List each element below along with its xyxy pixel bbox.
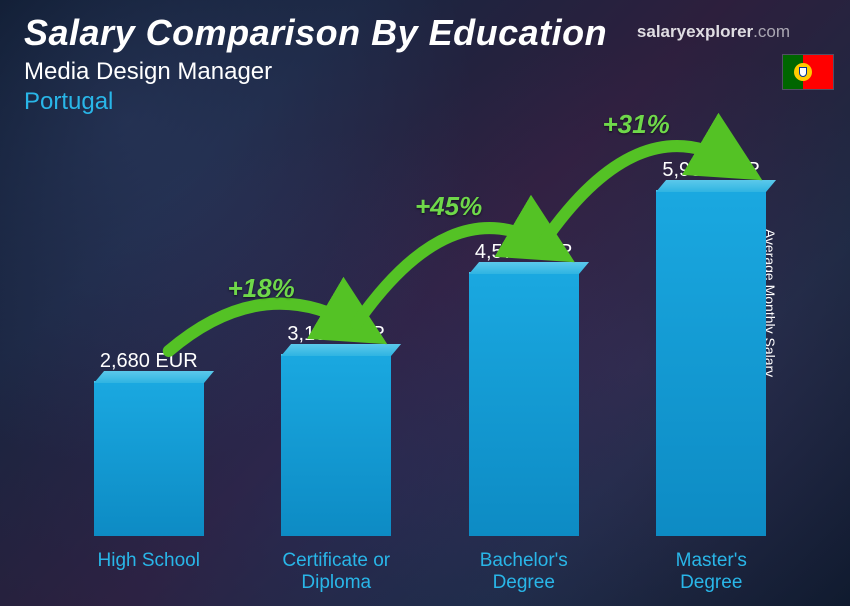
bar [469,272,579,536]
chart-location: Portugal [24,88,826,116]
bar-group: 2,680 EUR [70,350,228,536]
bar-group: 5,980 EUR [633,159,791,536]
bar [656,190,766,536]
watermark: salaryexplorer.com [637,22,790,42]
x-axis-labels: High School Certificate orDiploma Bachelor… [70,550,790,594]
increase-percent: +18% [228,273,295,304]
bar-value-label: 2,680 EUR [100,350,198,373]
category-label: Certificate orDiploma [258,550,416,594]
category-label: Bachelor'sDegree [445,550,603,594]
category-label: High School [70,550,228,594]
bar-group: 3,150 EUR [258,323,416,536]
watermark-brand: salaryexplorer [637,22,753,41]
increase-percent: +31% [603,109,670,140]
bar [94,381,204,536]
increase-percent: +45% [415,191,482,222]
chart-subtitle: Media Design Manager [24,58,826,86]
bar-value-label: 3,150 EUR [287,323,385,346]
bar [281,354,391,536]
bar-value-label: 4,570 EUR [475,241,573,264]
bar-group: 4,570 EUR [445,241,603,536]
flag-portugal [782,54,834,90]
category-label: Master'sDegree [633,550,791,594]
watermark-tld: .com [753,22,790,41]
bar-value-label: 5,980 EUR [662,159,760,182]
